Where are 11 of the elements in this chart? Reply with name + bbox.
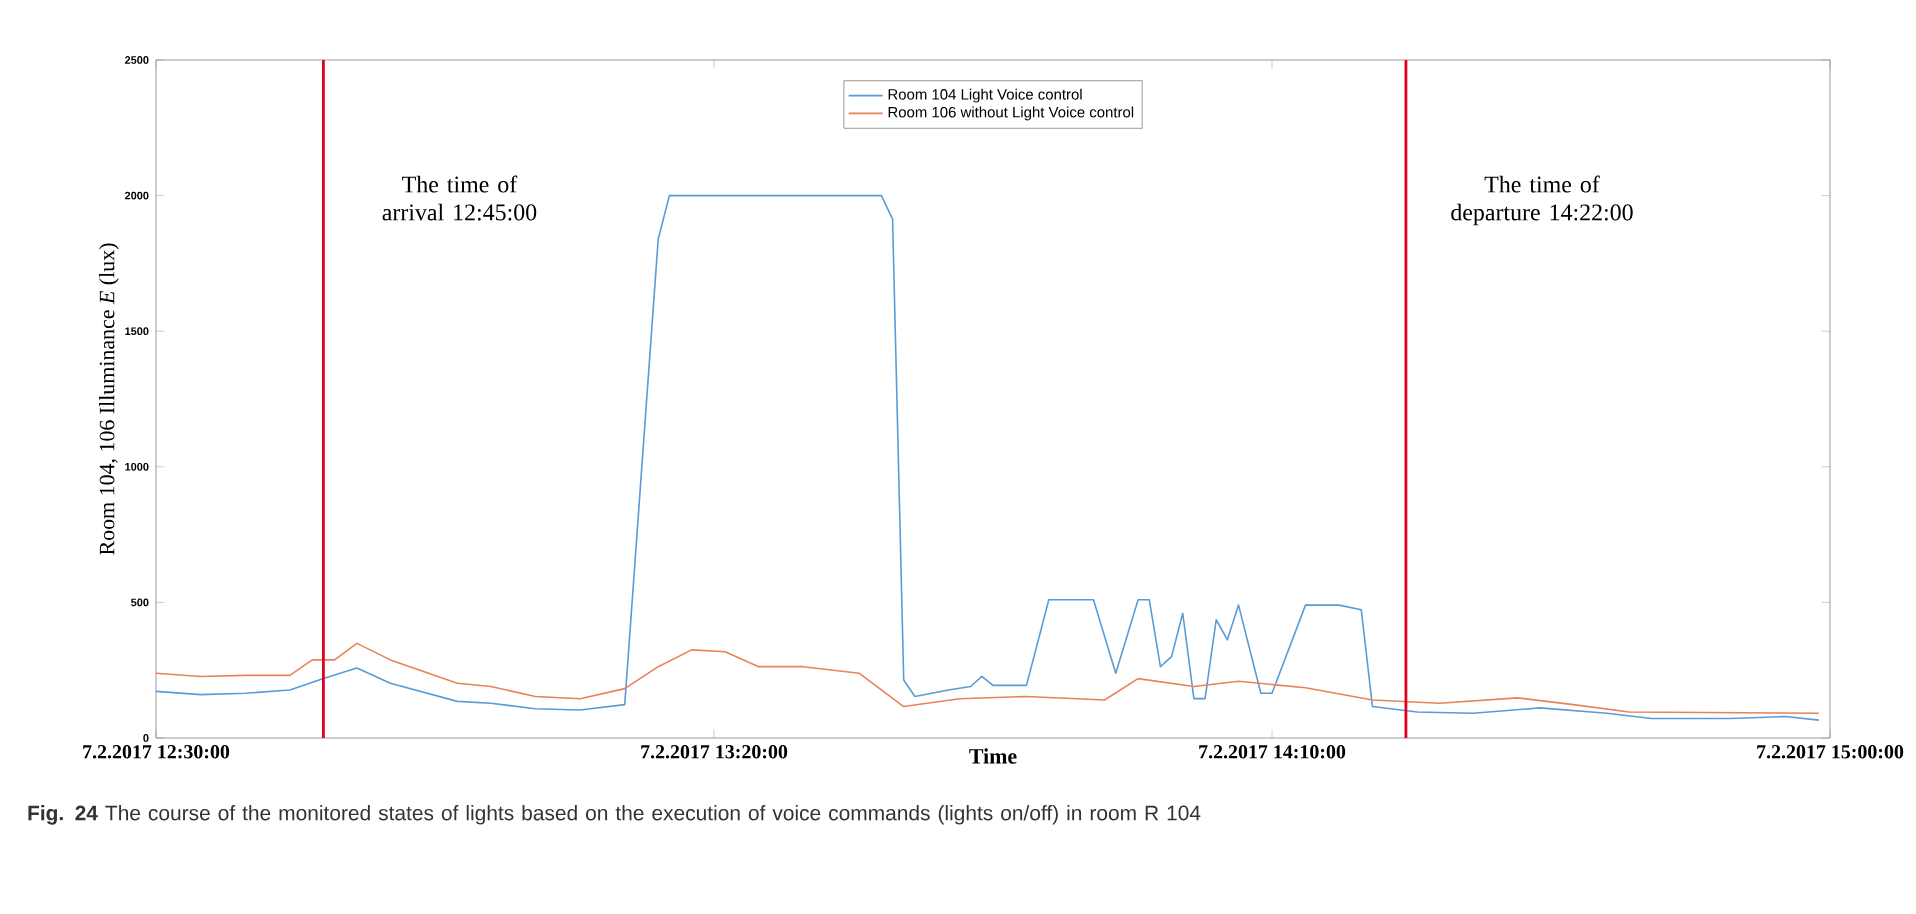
x-axis-title: Time	[969, 748, 1017, 764]
line-series	[156, 194, 1820, 721]
x-tick-label: 7.2.2017 13:20:00	[641, 745, 788, 759]
text: Fig. 24 The course of the monitored states of lights based on the execution of voice commands (lights on/off) in room R 104	[28, 805, 1201, 825]
y-axis-title: Room 104, 106 Illuminance E (lux)	[99, 243, 119, 555]
ref-line-label: The time of arrival 12:45:00	[382, 175, 537, 221]
x-tick-label: 7.2.2017 12:30:00	[83, 745, 230, 759]
ref-line-label: The time of departure 14:22:00	[1451, 175, 1633, 226]
x-tick-label: 7.2.2017 15:00:00	[1757, 745, 1904, 759]
x-tick-label: 7.2.2017 14:10:00	[1199, 745, 1346, 759]
line-series	[156, 642, 1820, 715]
